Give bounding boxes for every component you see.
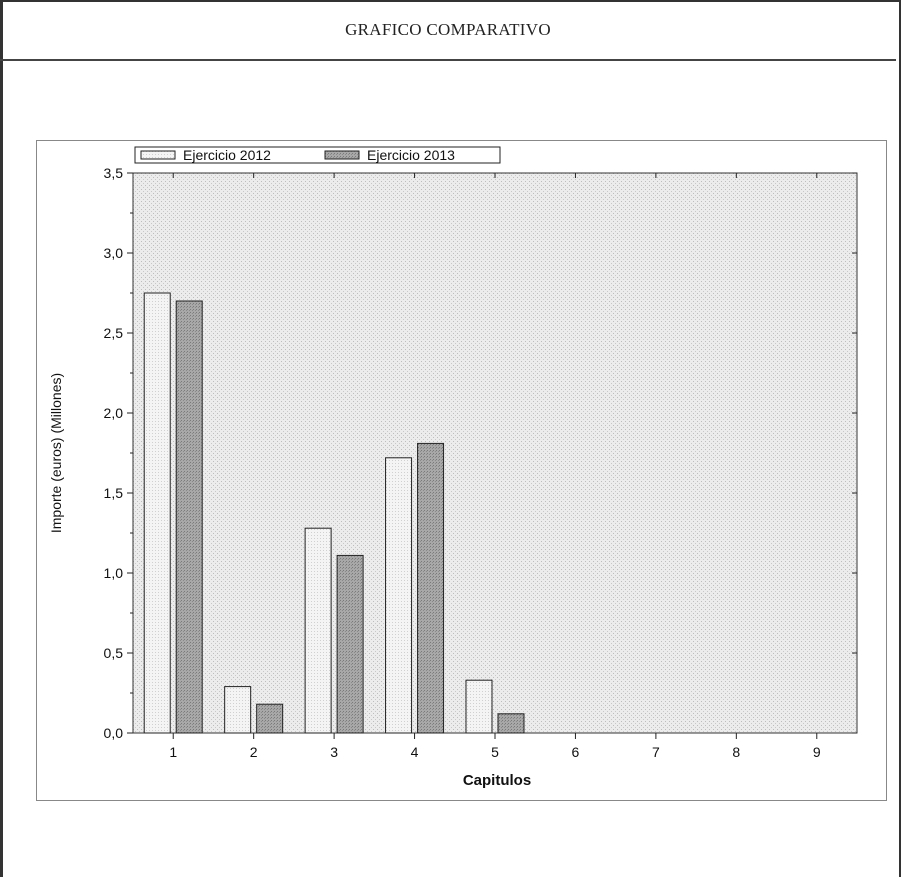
legend-box bbox=[134, 146, 501, 164]
y-tick-label: 2,5 bbox=[104, 325, 124, 341]
x-tick-label: 1 bbox=[169, 744, 177, 760]
bar-2012 bbox=[224, 686, 252, 734]
page-title: GRAFICO COMPARATIVO bbox=[345, 19, 551, 39]
bar-2013 bbox=[497, 713, 525, 734]
bar-2012 bbox=[143, 292, 171, 734]
chart-container: 0,0 0,5 1,0 1,5 2,0 2,5 3,0 3,5 1 2 3 4 5 6 7 8 9 Impor… bbox=[36, 140, 887, 801]
legend-label: Ejercicio 2013 bbox=[367, 147, 455, 163]
legend: Ejercicio 2012 Ejercicio 2013 bbox=[134, 146, 501, 164]
bar-2013 bbox=[336, 554, 364, 734]
legend-swatch bbox=[140, 150, 176, 160]
y-tick-label: 0,0 bbox=[104, 725, 124, 741]
x-tick-label: 6 bbox=[572, 744, 580, 760]
y-axis: 0,0 0,5 1,0 1,5 2,0 2,5 3,0 3,5 bbox=[104, 165, 857, 741]
bar-2013 bbox=[175, 300, 203, 734]
bar-2012 bbox=[304, 527, 332, 734]
legend-swatch bbox=[324, 150, 360, 160]
y-tick-label: 1,5 bbox=[104, 485, 124, 501]
y-tick-label: 3,0 bbox=[104, 245, 124, 261]
bar-chart: 0,0 0,5 1,0 1,5 2,0 2,5 3,0 3,5 1 2 3 4 5 6 7 8 9 Impor… bbox=[48, 146, 858, 789]
y-tick-label: 2,0 bbox=[104, 405, 124, 421]
plot-area bbox=[132, 172, 858, 734]
x-tick-label: 8 bbox=[732, 744, 740, 760]
bars bbox=[143, 292, 525, 734]
bar-2012 bbox=[385, 457, 413, 734]
x-tick-label: 2 bbox=[250, 744, 258, 760]
x-tick-label: 5 bbox=[491, 744, 499, 760]
legend-label: Ejercicio 2012 bbox=[183, 147, 271, 163]
x-tick-label: 7 bbox=[652, 744, 660, 760]
y-tick-label: 3,5 bbox=[104, 165, 124, 181]
bar-2013 bbox=[256, 703, 284, 734]
header-box: GRAFICO COMPARATIVO bbox=[0, 0, 896, 61]
bar-2012 bbox=[465, 679, 493, 734]
y-tick-label: 0,5 bbox=[104, 645, 124, 661]
x-axis: 1 2 3 4 5 6 7 8 9 bbox=[169, 173, 821, 760]
x-tick-label: 3 bbox=[330, 744, 338, 760]
bar-2013 bbox=[417, 442, 445, 734]
x-axis-label: Capitulos bbox=[463, 772, 531, 789]
x-tick-label: 4 bbox=[411, 744, 419, 760]
y-tick-label: 1,0 bbox=[104, 565, 124, 581]
x-tick-label: 9 bbox=[813, 744, 821, 760]
y-axis-label: Importe (euros) (Millones) bbox=[48, 373, 64, 533]
